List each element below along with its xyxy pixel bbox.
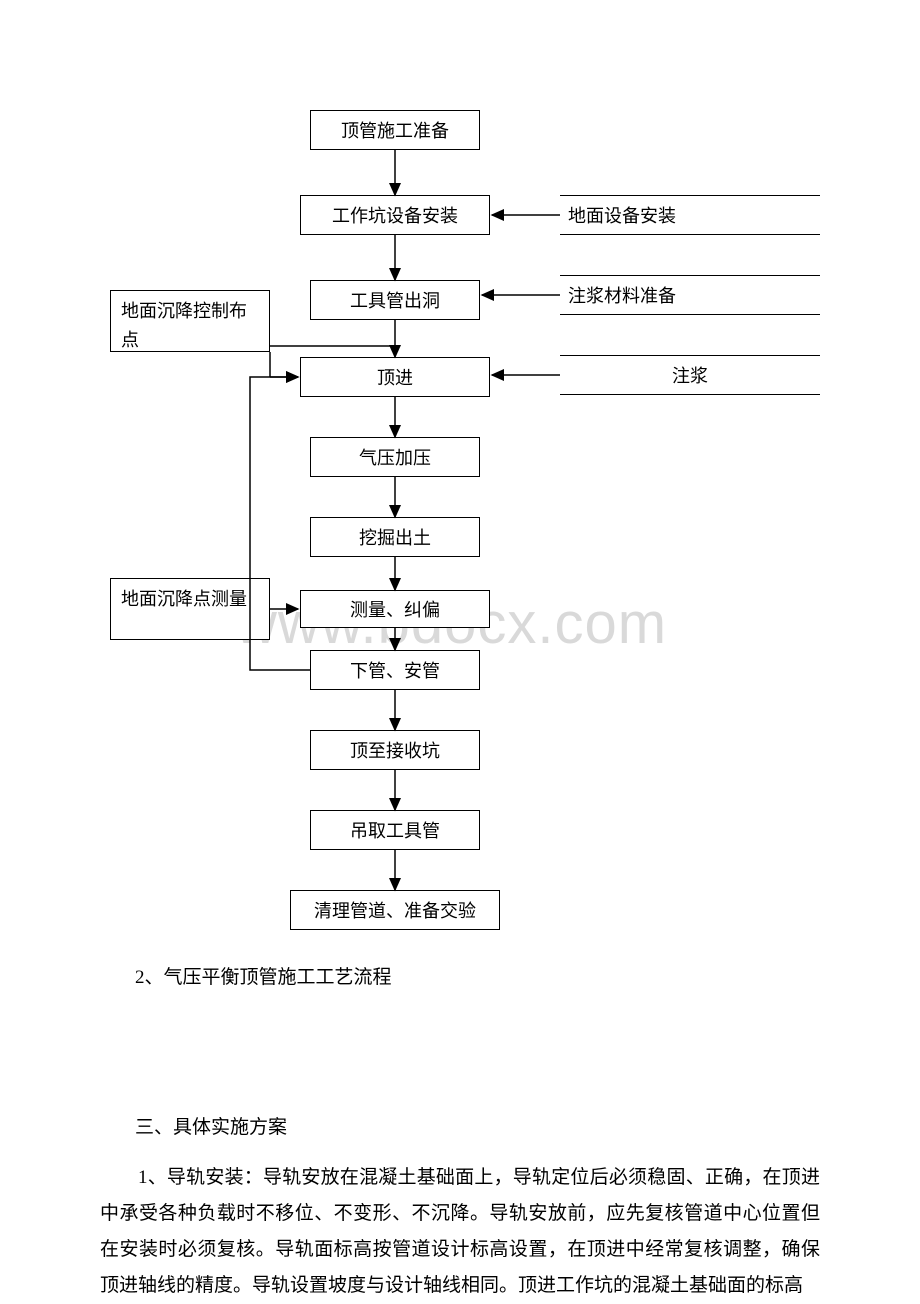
node-excavate-label: 挖掘出土 <box>359 524 431 550</box>
node-receive: 顶至接收坑 <box>310 730 480 770</box>
node-prep-label: 顶管施工准备 <box>341 117 449 143</box>
node-tool-out-label: 工具管出洞 <box>350 287 440 313</box>
node-clean: 清理管道、准备交验 <box>290 890 500 930</box>
flow-caption: 2、气压平衡顶管施工工艺流程 <box>135 960 835 996</box>
paragraph-1: 1、导轨安装：导轨安放在混凝土基础面上，导轨定位后必须稳固、正确，在顶进中承受各… <box>100 1160 820 1304</box>
side-grout-prep-label: 注浆材料准备 <box>568 282 676 308</box>
node-jacking: 顶进 <box>300 357 490 397</box>
node-measure-label: 测量、纠偏 <box>350 596 440 622</box>
section-heading: 三、具体实施方案 <box>135 1110 835 1146</box>
node-install-label: 下管、安管 <box>350 657 440 683</box>
node-prep: 顶管施工准备 <box>310 110 480 150</box>
node-measure: 测量、纠偏 <box>300 590 490 628</box>
side-grout-prep: 注浆材料准备 <box>560 275 820 315</box>
node-install: 下管、安管 <box>310 650 480 690</box>
side-settlement-measure: 地面沉降点测量 <box>110 578 270 640</box>
side-grout: 注浆 <box>560 355 820 395</box>
node-lift-label: 吊取工具管 <box>350 817 440 843</box>
side-settlement-ctrl-label: 地面沉降控制布点 <box>121 301 247 350</box>
node-pressure: 气压加压 <box>310 437 480 477</box>
node-receive-label: 顶至接收坑 <box>350 737 440 763</box>
node-lift: 吊取工具管 <box>310 810 480 850</box>
node-excavate: 挖掘出土 <box>310 517 480 557</box>
side-settlement-measure-label: 地面沉降点测量 <box>121 589 247 609</box>
node-pit-equip: 工作坑设备安装 <box>300 195 490 235</box>
side-grout-label: 注浆 <box>672 362 708 388</box>
node-pit-equip-label: 工作坑设备安装 <box>332 202 458 228</box>
side-settlement-ctrl: 地面沉降控制布点 <box>110 290 270 352</box>
node-tool-out: 工具管出洞 <box>310 280 480 320</box>
node-clean-label: 清理管道、准备交验 <box>314 897 476 923</box>
side-ground-equip: 地面设备安装 <box>560 195 820 235</box>
node-jacking-label: 顶进 <box>377 364 413 390</box>
node-pressure-label: 气压加压 <box>359 444 431 470</box>
side-ground-equip-label: 地面设备安装 <box>568 202 676 228</box>
